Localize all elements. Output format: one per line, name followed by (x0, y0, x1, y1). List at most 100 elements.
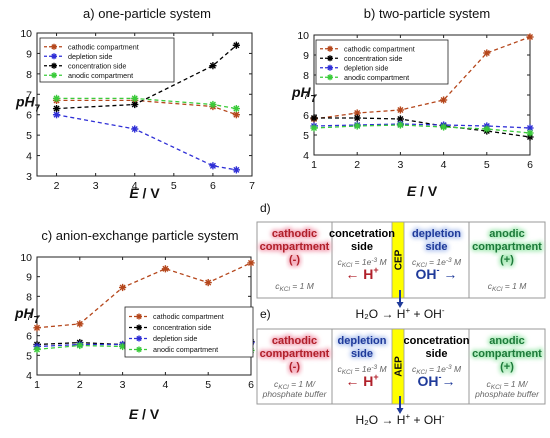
data-point (33, 345, 41, 354)
legend-label: concentration side (68, 61, 126, 70)
concentration-note: cKCl = 1e-3 M (337, 257, 387, 269)
legend-marker-stroke (51, 63, 57, 69)
y-axis-label-sub: 7 (34, 315, 40, 326)
note-value: = 1e (427, 364, 446, 374)
ion-charge: - (439, 372, 442, 382)
legend-label: concentration side (344, 54, 402, 63)
x-tick-label: 3 (93, 180, 99, 192)
note-value: = 1 M/ (501, 379, 529, 389)
y-tick-label: 9 (26, 48, 32, 60)
note-value: = 1 M/ (289, 379, 317, 389)
compartment-title-glow: (+) (500, 254, 514, 266)
concentration-note-extra: phosphate buffer (474, 389, 540, 399)
compartment-title: side (351, 348, 373, 360)
data-point (396, 115, 404, 123)
x-axis-label-main: E (407, 183, 417, 199)
y-tick-label: 9 (303, 50, 309, 62)
data-point (310, 124, 318, 132)
series-line (314, 117, 531, 138)
compartment-title: anodic (489, 335, 524, 347)
note-unit: M (377, 257, 387, 267)
note-unit: M (452, 257, 462, 267)
series-2 (52, 111, 240, 174)
legend-marker (51, 53, 57, 60)
data-point-stroke (53, 95, 60, 102)
y-axis-label-sub: 7 (311, 94, 317, 105)
compartment-title: (-) (289, 254, 300, 266)
data-point (76, 341, 84, 350)
series-4 (310, 121, 534, 137)
compartment-title: depletion (338, 335, 387, 347)
equation-charge: + (405, 306, 410, 315)
x-tick-label: 3 (397, 159, 403, 171)
concentration-note: cKCl = 1 M (275, 281, 315, 293)
data-point-stroke (397, 121, 404, 129)
legend-box (124, 306, 254, 358)
compartment-title-glow: cathodic (272, 228, 317, 240)
data-point (396, 106, 404, 114)
data-point-stroke (53, 105, 60, 112)
legend-label: anodic compartment (68, 71, 133, 80)
x-tick-label: 6 (527, 159, 533, 171)
legend-marker (136, 313, 142, 320)
x-axis-label-unit: / V (138, 406, 160, 422)
ion-flux: ← H+ (345, 372, 378, 389)
compartment-title-glow: anodic (489, 335, 524, 347)
series-1 (310, 33, 534, 123)
note-symbol: c (274, 379, 279, 389)
data-point-stroke (131, 95, 138, 102)
note-subscript: KCl (279, 286, 290, 293)
note-subscript: KCl (342, 262, 353, 269)
series-1 (33, 259, 255, 332)
compartment-title: side (351, 241, 373, 253)
data-point (131, 125, 139, 133)
data-point (76, 320, 84, 328)
y-axis-label: pH7 (291, 84, 317, 105)
data-point (209, 162, 217, 170)
data-point-stroke (33, 346, 41, 353)
data-point (232, 104, 240, 113)
compartment-title: anodic (489, 228, 524, 240)
x-tick-label: 2 (354, 159, 360, 171)
legend-marker-stroke (327, 55, 333, 61)
note-value: = 1e (352, 257, 371, 267)
compartment-title: cathodic (272, 228, 317, 240)
data-point (52, 94, 61, 102)
data-point (33, 324, 41, 332)
ion-flux: OH- → (416, 265, 458, 282)
y-tick-label: 7 (26, 89, 32, 101)
legend-marker-stroke (51, 53, 57, 59)
legend-marker-stroke (136, 324, 142, 331)
y-tick-label: 4 (26, 151, 32, 163)
ion-text: ← H (345, 266, 373, 282)
legend-marker (327, 45, 333, 52)
series-line (56, 44, 237, 110)
concentration-note: cKCl = 1 M/ (487, 379, 530, 391)
y-tick-label: 10 (20, 252, 32, 264)
note-exponent: -3 (371, 257, 377, 264)
legend-label: depletion side (344, 63, 388, 72)
note-subscript: KCl (416, 369, 427, 376)
data-point (310, 114, 318, 122)
x-tick-label: 6 (210, 180, 216, 192)
y-tick-label: 5 (26, 350, 32, 362)
data-point-stroke (397, 115, 404, 123)
y-tick-label: 5 (303, 130, 309, 142)
data-point-stroke (483, 49, 490, 57)
y-axis-label-main: pH (14, 305, 35, 321)
concentration-note: cKCl = 1e-3 M (412, 257, 462, 269)
compartment-title: (+) (500, 361, 514, 373)
legend-marker (136, 335, 142, 342)
series-line (56, 99, 237, 116)
compartment-title-glow: (+) (500, 361, 514, 373)
legend-marker (327, 64, 333, 71)
legend-label: anodic compartment (153, 345, 218, 354)
legend-marker (51, 43, 57, 50)
compartment-title-glow: compartment (260, 348, 330, 360)
compartment: cathodiccathodiccompartmentcompartment(-… (258, 334, 331, 400)
membrane (391, 221, 405, 299)
